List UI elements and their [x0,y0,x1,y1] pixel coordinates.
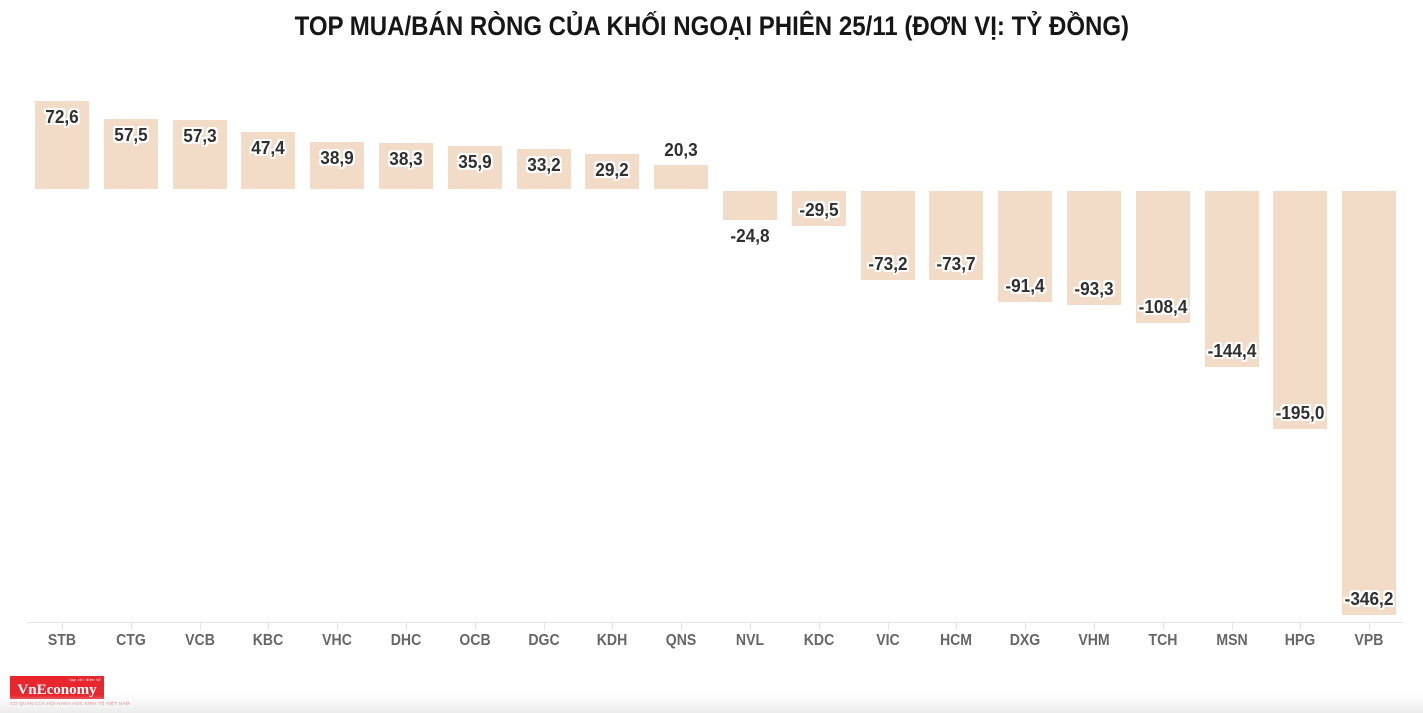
bar-TCH[interactable] [1135,191,1190,324]
x-axis-tick [887,622,889,630]
x-axis-tick [474,622,476,630]
bar-KDC[interactable] [791,191,846,227]
x-axis-tick [1369,622,1371,630]
x-axis-tick [612,622,614,630]
bar-value-label: 29,2 [595,159,630,181]
bar-value-label: 57,3 [182,124,217,146]
bar-value-label: -346,2 [1344,587,1394,609]
bar-value-label: 35,9 [458,150,492,172]
x-axis-label-VHC: VHC [322,632,353,649]
bar-value-label: -24,8 [730,225,770,247]
bar-KDH[interactable] [585,154,640,190]
bar-QNS[interactable] [654,165,709,190]
bar-value-label: 57,5 [114,124,148,146]
bar-NVL[interactable] [723,191,777,221]
bar-value-label: -91,4 [1005,275,1045,297]
x-axis-label-OCB: OCB [459,632,491,649]
logo-tagline-top: tạp chí điện tử [69,677,101,682]
x-axis-label-VIC: VIC [875,632,900,649]
x-axis-label-DHC: DHC [390,632,422,649]
bar-value-label: 47,4 [251,136,286,158]
x-axis-tick [1231,622,1233,630]
bar-HCM[interactable] [929,191,984,281]
x-axis-tick [750,622,751,630]
x-axis-tick [62,622,63,630]
bar-value-label: 38,9 [320,147,354,169]
bar-VPB[interactable] [1342,191,1397,615]
bar-VIC[interactable] [860,191,915,280]
logo-text: VnEconomy [17,682,97,698]
x-axis-tick [337,622,339,630]
bar-value-label: 20,3 [664,139,698,161]
bar-value-label: -73,2 [867,252,908,274]
bar-VHC[interactable] [310,142,365,190]
x-axis-label-VPB: VPB [1354,632,1384,649]
x-axis-tick [543,622,545,630]
x-axis-label-STB: STB [47,632,77,649]
x-axis-tick [1300,622,1302,630]
bar-DGC[interactable] [516,149,571,190]
x-axis-label-DXG: DXG [1009,632,1041,649]
x-axis-tick [818,622,820,630]
chart-title: TOP MUA/BÁN RÒNG CỦA KHỐI NGOẠI PHIÊN 25… [294,11,1129,41]
x-axis-label-QNS: QNS [665,632,697,649]
bar-value-label: -108,4 [1138,296,1188,318]
x-axis-tick [130,622,132,630]
bar-value-label: -144,4 [1207,340,1256,362]
bar-MSN[interactable] [1204,191,1259,368]
bar-value-label: -93,3 [1074,277,1114,299]
x-axis-label-VHM: VHM [1078,632,1110,649]
bar-DXG[interactable] [998,191,1053,303]
page-bottom-fade [0,695,1423,713]
x-axis-tick [199,622,201,630]
x-axis-label-MSN: MSN [1215,632,1248,649]
x-axis-label-NVL: NVL [735,632,765,649]
x-axis-label-CTG: CTG [115,632,146,649]
bar-STB[interactable] [35,100,89,190]
x-axis-tick [1094,622,1095,630]
bar-OCB[interactable] [447,145,502,190]
x-axis-label-KBC: KBC [253,632,284,649]
x-axis-label-VCB: VCB [184,632,215,649]
x-axis-tick [406,622,407,630]
x-axis-label-KDC: KDC [803,632,835,649]
x-axis-label-HCM: HCM [940,632,973,649]
bar-value-label: 38,3 [389,148,423,170]
x-axis-tick [956,622,958,630]
bar-DHC[interactable] [379,143,433,190]
x-axis-tick [268,622,270,630]
bar-value-label: -195,0 [1275,402,1325,424]
vneconomy-logo-box: tạp chí điện tử VnEconomy [10,676,104,699]
x-axis-label-KDH: KDH [597,632,628,649]
bar-CTG[interactable] [103,119,158,190]
x-axis-label-DGC: DGC [527,632,560,649]
x-axis-tick [681,622,683,630]
bar-HPG[interactable] [1273,191,1328,430]
bar-value-label: -29,5 [799,199,839,221]
x-axis-line [27,622,1404,623]
x-axis-label-TCH: TCH [1148,632,1178,649]
bar-value-label: 33,2 [526,154,561,176]
chart-header: TOP MUA/BÁN RÒNG CỦA KHỐI NGOẠI PHIÊN 25… [0,11,1423,42]
bar-value-label: -73,7 [936,253,976,275]
bar-value-label: 72,6 [45,105,79,127]
x-axis-label-HPG: HPG [1285,632,1316,649]
bar-VHM[interactable] [1067,191,1121,305]
x-axis-tick [1162,622,1164,630]
bar-KBC[interactable] [241,131,296,190]
bar-VCB[interactable] [172,119,227,190]
x-axis-tick [1025,622,1027,630]
